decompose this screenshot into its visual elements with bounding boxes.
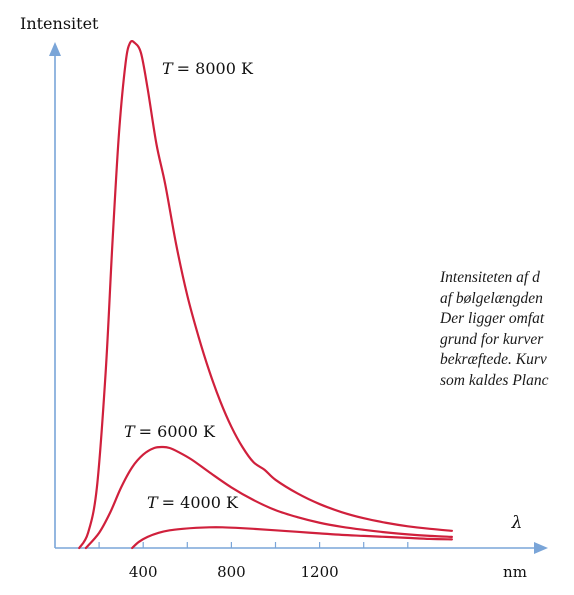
- x-axis-label: nm: [503, 563, 527, 581]
- series-label-value: = 8000 K: [177, 59, 254, 78]
- curve-6000k: [84, 445, 453, 550]
- caption-text: Intensiteten af d af bølgelængden Der li…: [440, 268, 574, 391]
- curves: [78, 39, 453, 550]
- series-label-symbol: T: [147, 493, 159, 512]
- series-label-symbol: T: [124, 422, 136, 441]
- caption-line: Intensiteten af d: [440, 269, 540, 286]
- x-axis-arrow: [534, 542, 548, 554]
- caption-line: af bølgelængden: [440, 289, 543, 307]
- series-label: T = 6000 K: [124, 422, 216, 441]
- curve-4000k: [131, 526, 453, 550]
- y-axis-label: Intensitet: [20, 14, 99, 33]
- labels: T = 8000 KT = 6000 KT = 4000 KIntensitet400…: [20, 14, 527, 581]
- x-axis-symbol: λ: [511, 513, 523, 533]
- series-label: T = 4000 K: [147, 493, 239, 512]
- x-tick-label: 800: [217, 563, 246, 581]
- caption-line: bekræftede. Kurv: [440, 351, 547, 368]
- series-label-value: = 6000 K: [139, 422, 216, 441]
- x-tick-label: 1200: [301, 563, 339, 581]
- caption-line: som kaldes Planc: [440, 371, 549, 389]
- curve-8000k: [78, 39, 453, 550]
- series-label-value: = 4000 K: [162, 493, 239, 512]
- series-label-symbol: T: [162, 59, 174, 78]
- x-tick-label: 400: [129, 563, 158, 581]
- caption-line: Der ligger omfat: [440, 310, 545, 327]
- y-axis-arrow: [49, 42, 61, 56]
- series-label: T = 8000 K: [162, 59, 254, 78]
- caption-line: grund for kurver: [440, 330, 544, 348]
- axes: [49, 42, 548, 554]
